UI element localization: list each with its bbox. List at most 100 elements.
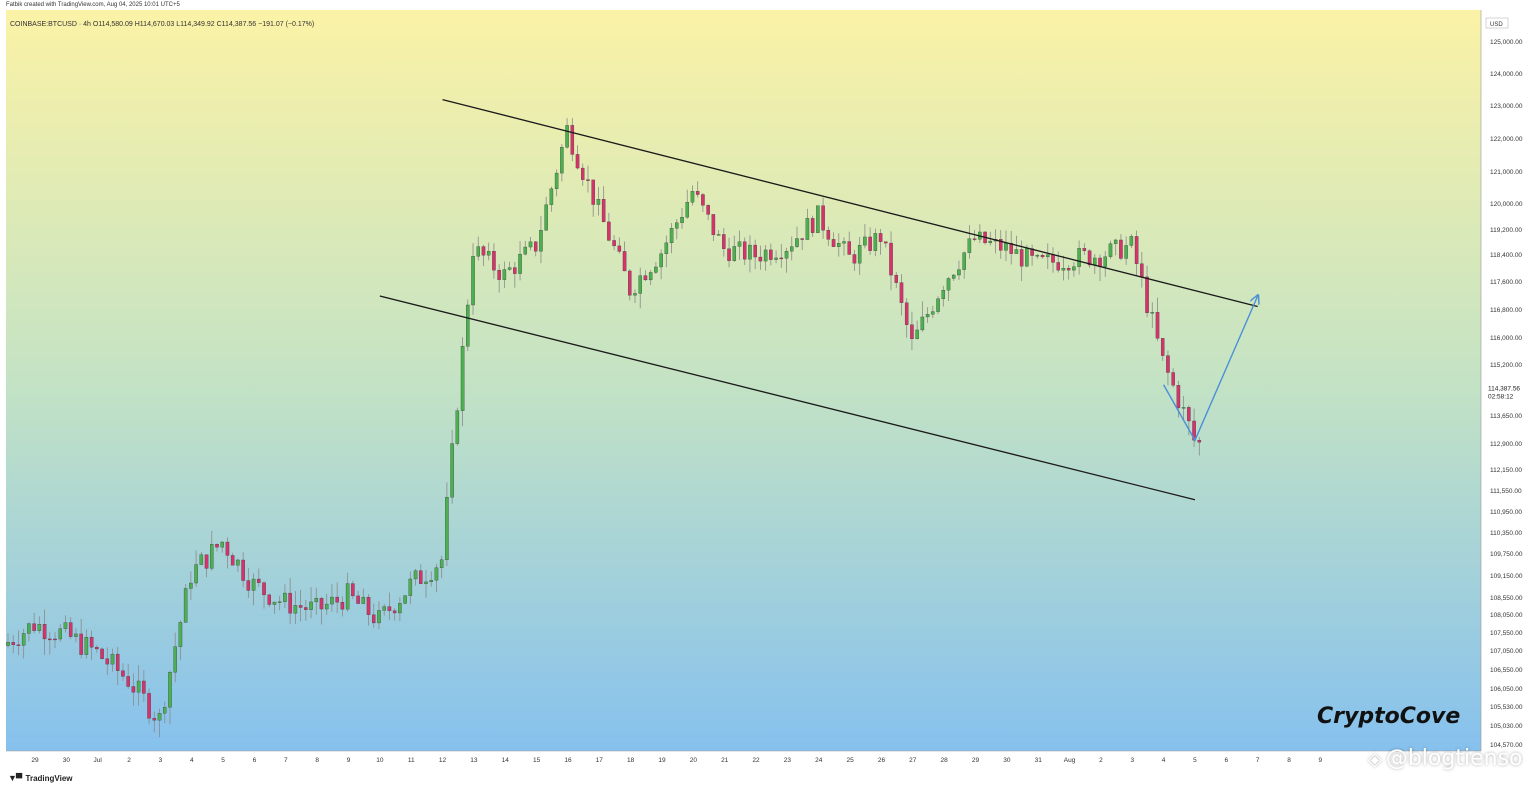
candle-body (800, 238, 804, 240)
candle-body (758, 256, 763, 262)
candle-body (1176, 385, 1181, 408)
x-tick-label: 30 (63, 757, 71, 764)
candle-body (675, 222, 679, 229)
candle-body (131, 686, 136, 693)
candle-body (424, 581, 428, 584)
x-tick-label: 6 (1224, 757, 1228, 764)
candle-body (147, 693, 151, 719)
candle-body (596, 199, 601, 205)
candle-body (497, 269, 501, 280)
x-tick-label: 26 (878, 757, 886, 764)
candle-body (742, 241, 747, 260)
x-tick-label: 29 (972, 757, 980, 764)
candle-body (215, 543, 219, 548)
brand-text: CryptoCove (1317, 704, 1460, 729)
y-axis-ticks: 125,000.00 124,000.00 123,000.00 122,000.00… (1488, 39, 1523, 749)
y-tick-label: 106,550.00 (1490, 667, 1523, 674)
candle-body (178, 622, 183, 647)
candle-body (1046, 254, 1050, 258)
candle-body (617, 245, 622, 252)
candle-body (502, 269, 507, 280)
candle-body (1035, 255, 1040, 257)
y-tick-label: 120,000.00 (1490, 201, 1523, 208)
candle-body (549, 188, 554, 205)
candle-body (1140, 263, 1144, 278)
candle-body (533, 241, 538, 252)
candle-body (460, 346, 465, 411)
candle-body (53, 638, 57, 641)
candle-body (324, 603, 329, 610)
candle-body (84, 636, 89, 655)
candle-body (763, 249, 768, 262)
candle-body (486, 251, 491, 256)
candle-body (910, 324, 914, 339)
currency-label: USD (1490, 22, 1503, 28)
x-tick-label: 15 (533, 757, 541, 764)
x-tick-label: 8 (315, 757, 319, 764)
candle-body (936, 298, 940, 312)
candle-body (419, 570, 423, 584)
candle-body (455, 410, 460, 444)
candle-body (63, 622, 68, 629)
time-axis[interactable] (6, 751, 1481, 768)
candle-body (1051, 254, 1055, 263)
candle-body (32, 623, 36, 631)
candle-body (168, 672, 172, 708)
y-tick-label: 116,000.00 (1490, 335, 1522, 342)
candle-body (27, 623, 31, 634)
x-tick-label: 20 (690, 757, 698, 764)
candle-body (1061, 268, 1066, 271)
y-tick-label: 121,000.00 (1490, 169, 1523, 176)
channel-upper-line (442, 98, 1258, 308)
candle-body (1108, 243, 1113, 257)
candle-body (1160, 338, 1165, 356)
x-tick-label: 7 (284, 757, 288, 764)
candle-body (79, 633, 83, 655)
candle-body (304, 607, 308, 610)
projection-arrow (1162, 296, 1258, 442)
x-tick-label: 16 (564, 757, 572, 764)
candle-body (622, 251, 627, 272)
x-tick-label: Aug (1064, 757, 1076, 764)
price-chart[interactable]: COINBASE:BTCUSD · 4h O114,580.09 H114,67… (0, 10, 1536, 768)
candle-body (1019, 249, 1024, 267)
candle-body (1134, 236, 1139, 264)
y-tick-label: 113,650.00 (1490, 413, 1522, 420)
y-tick-label: 108,550.00 (1490, 595, 1523, 602)
candle-body (847, 241, 851, 255)
y-tick-label: 125,000.00 (1490, 39, 1523, 46)
candle-body (784, 250, 789, 259)
candle-body (638, 275, 642, 294)
candle-body (387, 606, 392, 611)
x-tick-label: 4 (1162, 757, 1166, 764)
candle-body (659, 253, 663, 268)
x-tick-label: 30 (1003, 757, 1011, 764)
candle-body (152, 718, 157, 721)
candle-body (748, 244, 752, 260)
candle-body (48, 638, 52, 641)
candle-body (1004, 243, 1008, 251)
x-tick-label: 12 (439, 757, 447, 764)
y-tick-label: 116,800.00 (1490, 307, 1522, 314)
tradingview-brand[interactable]: ▼▀ TradingView (8, 773, 73, 783)
candle-body (257, 578, 261, 583)
channel-lower-line (379, 295, 1196, 501)
diamond-logo-icon: ◈ (1368, 749, 1382, 770)
y-tick-label: 110,350.00 (1490, 530, 1522, 537)
candle-body (1150, 312, 1155, 314)
x-tick-label: 2 (127, 757, 131, 764)
candle-body (915, 329, 919, 339)
candle-body (267, 594, 271, 605)
candle-body (11, 642, 15, 646)
x-tick-label: 5 (221, 757, 225, 764)
y-tick-label: 109,150.00 (1490, 573, 1523, 580)
price-axis[interactable] (1481, 10, 1536, 751)
y-tick-label: 122,000.00 (1490, 136, 1523, 143)
candle-body (309, 601, 313, 610)
candle-body (737, 241, 742, 247)
candle-body (920, 316, 925, 331)
candle-body (931, 311, 935, 315)
candle-body (466, 304, 470, 347)
candle-body (690, 191, 695, 203)
candle-body (1113, 239, 1118, 244)
